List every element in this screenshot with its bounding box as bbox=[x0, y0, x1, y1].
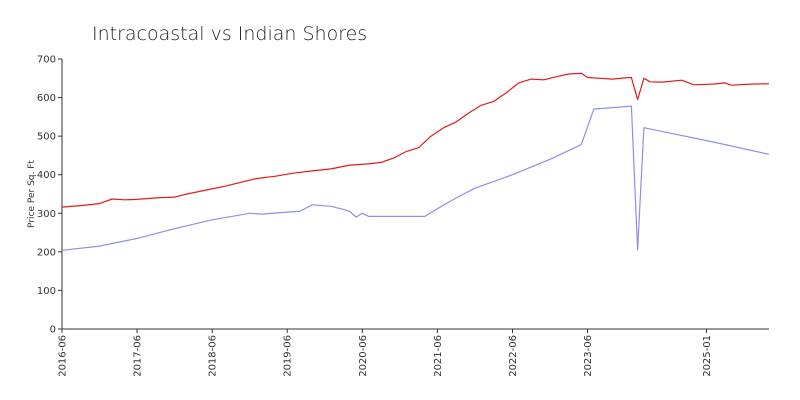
x-tick-label: 2018-06 bbox=[208, 335, 219, 377]
axes bbox=[61, 59, 769, 330]
series-line-2 bbox=[61, 105, 770, 251]
y-tick-label: 300 bbox=[37, 209, 56, 220]
y-tick-label: 200 bbox=[37, 247, 56, 258]
series-group bbox=[61, 72, 770, 251]
x-tick-label: 2022-06 bbox=[508, 335, 519, 377]
y-tick-label: 100 bbox=[37, 286, 56, 297]
chart-title: Intracoastal vs Indian Shores bbox=[92, 23, 367, 45]
y-tick-label: 700 bbox=[37, 55, 56, 66]
x-tick-label: 2020-06 bbox=[358, 335, 369, 377]
x-tick-label: 2023-06 bbox=[583, 335, 594, 377]
y-tick-label: 400 bbox=[37, 170, 56, 181]
x-ticks: 2016-06 2017-06 2018-06 2019-06 2020-06 2021-… bbox=[58, 329, 713, 377]
y-tick-label: 500 bbox=[37, 132, 56, 143]
y-ticks: 0 100 200 300 400 500 600 700 bbox=[37, 55, 62, 336]
x-tick-label: 2025-01 bbox=[702, 335, 713, 377]
x-tick-label: 2021-06 bbox=[433, 335, 444, 377]
x-tick-label: 2017-06 bbox=[133, 335, 144, 377]
series-line-1 bbox=[61, 72, 770, 208]
y-tick-label: 600 bbox=[37, 93, 56, 104]
x-tick-label: 2016-06 bbox=[58, 335, 69, 377]
y-tick-label: 0 bbox=[50, 325, 56, 336]
x-tick-label: 2019-06 bbox=[283, 335, 294, 377]
y-axis-label: Price Per Sq. Ft bbox=[27, 160, 37, 228]
